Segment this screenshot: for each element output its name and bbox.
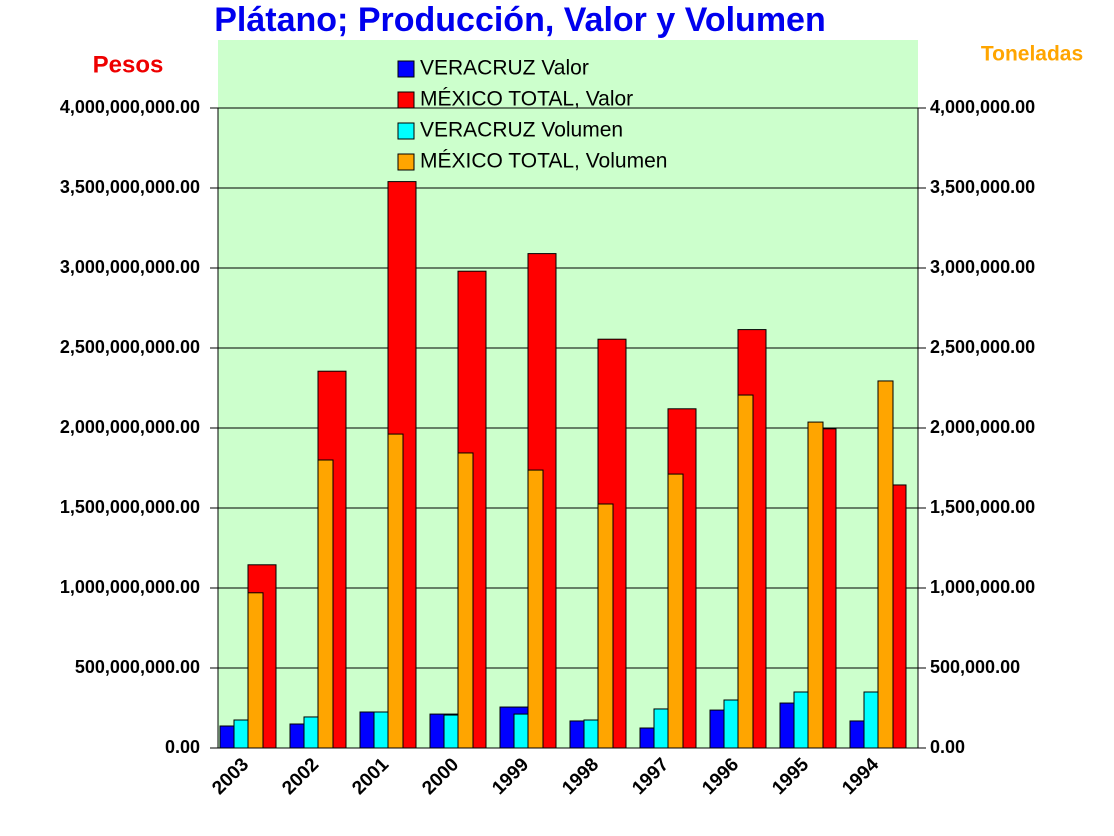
y-tick-label: 2,500,000,000.00 [60, 337, 200, 357]
bar [877, 380, 894, 749]
bar [527, 469, 544, 749]
x-tick-label: 1996 [698, 754, 743, 799]
x-tick-label: 1999 [488, 754, 533, 799]
y2-tick-label: 4,000,000.00 [930, 97, 1035, 117]
x-tick-label: 2001 [348, 754, 393, 799]
legend-label: VERACRUZ Valor [420, 57, 589, 80]
y2-axis-label: Toneladas [981, 43, 1083, 66]
bar [373, 711, 389, 749]
y-tick-label: 1,000,000,000.00 [60, 577, 200, 597]
y-tick-label: 1,500,000,000.00 [60, 497, 200, 517]
bar [737, 394, 754, 749]
bar [317, 459, 334, 749]
bar [583, 719, 599, 749]
y-axis-label: Pesos [93, 51, 164, 78]
y2-tick-label: 1,000,000.00 [930, 577, 1035, 597]
bar [863, 691, 879, 749]
bar [667, 473, 684, 749]
y-tick-label: 3,500,000,000.00 [60, 177, 200, 197]
x-tick-label: 2002 [278, 754, 323, 799]
y-tick-label: 4,000,000,000.00 [60, 97, 200, 117]
bar [247, 592, 264, 749]
bar [723, 699, 739, 749]
y2-tick-label: 1,500,000.00 [930, 497, 1035, 517]
bar [653, 708, 669, 749]
bar [233, 719, 249, 749]
x-tick-label: 1995 [768, 754, 813, 799]
y-tick-label: 500,000,000.00 [75, 657, 200, 677]
y2-tick-label: 3,500,000.00 [930, 177, 1035, 197]
bar [513, 713, 529, 749]
bar [807, 421, 824, 749]
y-tick-label: 2,000,000,000.00 [60, 417, 200, 437]
x-tick-label: 2000 [418, 754, 463, 799]
x-tick-label: 2003 [208, 754, 253, 799]
legend-swatch [397, 91, 415, 109]
bar [443, 714, 459, 749]
x-tick-label: 1998 [558, 754, 603, 799]
y2-tick-label: 500,000.00 [930, 657, 1020, 677]
y-tick-label: 3,000,000,000.00 [60, 257, 200, 277]
legend-label: MÉXICO TOTAL, Valor [420, 88, 633, 111]
y2-tick-label: 0.00 [930, 737, 965, 757]
y2-tick-label: 2,500,000.00 [930, 337, 1035, 357]
y2-tick-label: 2,000,000.00 [930, 417, 1035, 437]
bar [457, 452, 474, 749]
legend-swatch [397, 122, 415, 140]
y2-tick-label: 3,000,000.00 [930, 257, 1035, 277]
bar [303, 716, 319, 749]
bar [387, 433, 404, 749]
bar [597, 503, 614, 749]
legend-swatch [397, 153, 415, 171]
legend-label: VERACRUZ Volumen [420, 119, 623, 142]
chart-title: Plátano; Producción, Valor y Volumen [214, 1, 826, 39]
x-tick-label: 1994 [838, 754, 883, 799]
legend-label: MÉXICO TOTAL, Volumen [420, 150, 667, 173]
legend-swatch [397, 60, 415, 78]
bar [793, 691, 809, 749]
y-tick-label: 0.00 [165, 737, 200, 757]
x-tick-label: 1997 [628, 754, 673, 799]
